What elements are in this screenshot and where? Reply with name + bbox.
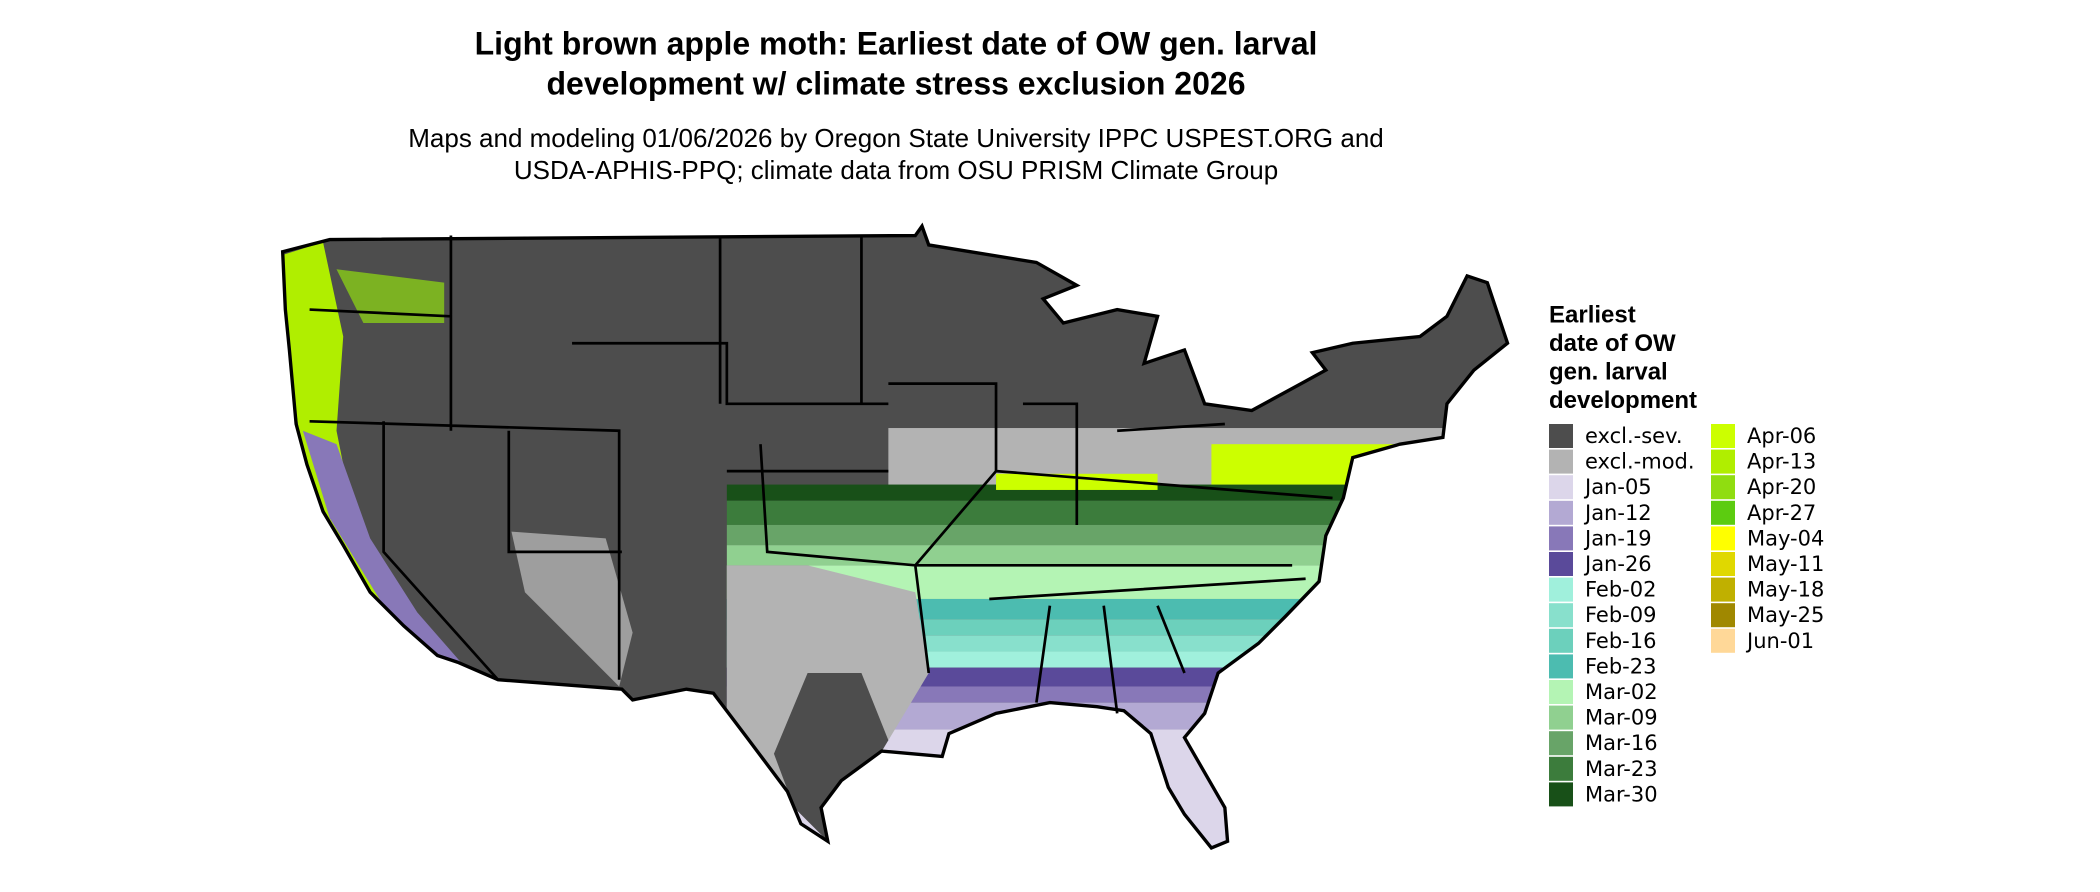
legend-swatch bbox=[1549, 782, 1573, 807]
legend-swatch bbox=[1549, 756, 1573, 781]
legend-label: Apr-13 bbox=[1747, 450, 1816, 474]
legend-label: Feb-02 bbox=[1585, 578, 1656, 602]
legend-swatch bbox=[1549, 500, 1573, 525]
legend-label: May-25 bbox=[1747, 603, 1824, 627]
legend-swatch bbox=[1711, 552, 1735, 576]
legend-label: Apr-27 bbox=[1747, 501, 1816, 525]
legend-swatch bbox=[1711, 603, 1735, 628]
legend-swatch bbox=[1549, 628, 1573, 653]
legend-swatch bbox=[1549, 654, 1573, 679]
legend-label: May-04 bbox=[1747, 526, 1824, 550]
legend-label: Mar-09 bbox=[1585, 706, 1658, 730]
legend-swatch bbox=[1549, 475, 1573, 500]
legend-swatch bbox=[1549, 680, 1573, 704]
legend-swatch bbox=[1711, 577, 1735, 602]
legend-label: Apr-20 bbox=[1747, 475, 1816, 499]
legend-label: Feb-16 bbox=[1585, 629, 1656, 653]
legend-swatch bbox=[1711, 424, 1735, 448]
legend-title: Earliest bbox=[1549, 301, 1636, 328]
subtitle: USDA-APHIS-PPQ; climate data from OSU PR… bbox=[514, 155, 1278, 185]
legend-label: Mar-23 bbox=[1585, 757, 1658, 781]
title: Light brown apple moth: Earliest date of… bbox=[475, 25, 1318, 61]
legend-label: Feb-23 bbox=[1585, 654, 1656, 678]
legend-swatch bbox=[1711, 628, 1735, 653]
legend-title: gen. larval bbox=[1549, 358, 1668, 385]
title: development w/ climate stress exclusion … bbox=[547, 65, 1246, 101]
legend-swatch bbox=[1549, 577, 1573, 602]
legend-label: May-18 bbox=[1747, 578, 1824, 602]
legend-swatch bbox=[1549, 526, 1573, 551]
legend-label: Jan-19 bbox=[1583, 526, 1652, 550]
legend-title: development bbox=[1549, 387, 1697, 414]
legend-label: Mar-02 bbox=[1585, 680, 1658, 704]
legend-swatch bbox=[1711, 500, 1735, 525]
legend-swatch bbox=[1711, 526, 1735, 551]
legend-swatch bbox=[1549, 731, 1573, 756]
legend-label: May-11 bbox=[1747, 552, 1824, 576]
legend-label: Mar-16 bbox=[1585, 731, 1658, 755]
legend-swatch bbox=[1711, 449, 1735, 474]
legend-label: Mar-30 bbox=[1585, 782, 1658, 806]
legend-swatch bbox=[1711, 475, 1735, 500]
legend-label: Feb-09 bbox=[1585, 603, 1656, 627]
legend-swatch bbox=[1549, 705, 1573, 730]
map bbox=[280, 224, 1510, 850]
legend-swatch bbox=[1549, 449, 1573, 474]
legend-label: Jan-12 bbox=[1583, 501, 1652, 525]
legend-label: excl.-sev. bbox=[1585, 424, 1683, 448]
legend-label: excl.-mod. bbox=[1585, 450, 1695, 474]
legend-swatch bbox=[1549, 552, 1573, 576]
legend-title: date of OW bbox=[1549, 330, 1676, 357]
legend-label: Jan-26 bbox=[1583, 552, 1652, 576]
legend-label: Jun-01 bbox=[1745, 629, 1814, 653]
subtitle: Maps and modeling 01/06/2026 by Oregon S… bbox=[408, 123, 1384, 153]
legend-label: Jan-05 bbox=[1583, 475, 1652, 499]
legend-swatch bbox=[1549, 603, 1573, 628]
legend-swatch bbox=[1549, 424, 1573, 448]
legend-label: Apr-06 bbox=[1747, 424, 1816, 448]
